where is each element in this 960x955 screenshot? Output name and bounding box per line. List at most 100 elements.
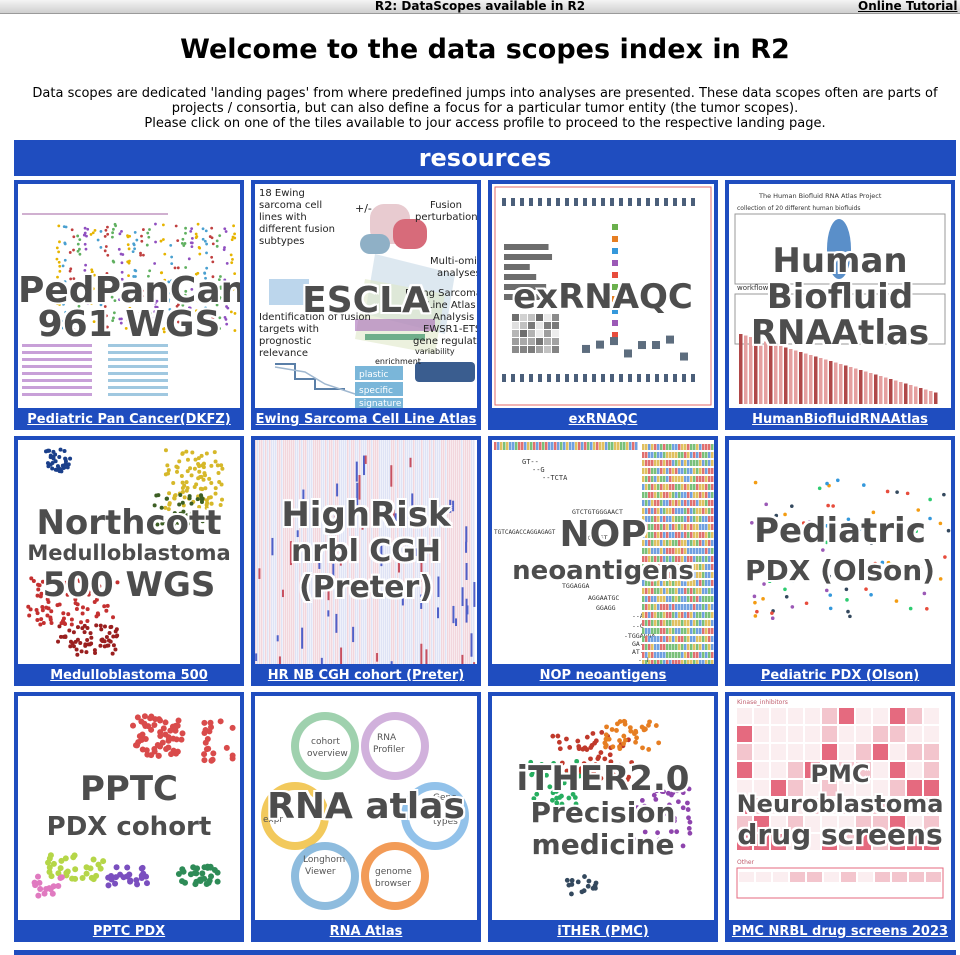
art-mark (452, 500, 455, 512)
art-mark (226, 306, 230, 310)
art-mark (822, 780, 837, 796)
tile-medulloblastoma[interactable]: Northcott Medulloblastoma 500 WGS Medull… (14, 436, 244, 686)
art-text: --TCTA (542, 474, 568, 482)
art-mark (690, 564, 693, 570)
art-mark (907, 798, 922, 814)
tile-caption-link[interactable]: PMC NRBL drug screens 2023 (731, 924, 949, 939)
art-mark (672, 508, 675, 514)
tile-thumbnail[interactable]: The Human Biofluid RNA Atlas Project col… (729, 184, 951, 408)
art-mark (72, 875, 79, 882)
tile-caption-link[interactable]: exRNAQC (568, 412, 638, 427)
art-mark (194, 865, 201, 872)
art-mark (511, 198, 515, 206)
tile-pptc-pdx[interactable]: PPTC PDX cohort PPTC PDX (14, 692, 244, 942)
art-mark (180, 868, 187, 875)
tile-thumbnail[interactable]: HighRisk nrbl CGH (Preter) (255, 440, 477, 664)
art-mark (642, 596, 645, 602)
art-mark (139, 253, 143, 257)
art-mark (195, 318, 198, 322)
art-mark (335, 613, 338, 633)
dotplot-thumbnail (22, 213, 237, 396)
tile-hr-nb-cgh[interactable]: HighRisk nrbl CGH (Preter) HR NB CGH coh… (251, 436, 481, 686)
art-mark (111, 231, 115, 235)
tile-nop-neoantigens[interactable]: GT-- --G --TCTA GTCTGTGGGAACT TGTCAGACCA… (488, 436, 718, 686)
art-mark (89, 635, 94, 640)
tile-caption-link[interactable]: RNA Atlas (329, 924, 403, 939)
art-mark (675, 644, 678, 650)
art-mark (120, 229, 123, 233)
art-mark (398, 551, 401, 573)
art-mark (642, 604, 645, 610)
tile-thumbnail[interactable]: Kinase_inhibitors Other PMC Neuroblastoma… (729, 696, 951, 920)
tile-thumbnail[interactable]: cohort overview RNA Profiler Longhorn Viewer g… (255, 696, 477, 920)
art-mark (114, 627, 119, 632)
art-mark (554, 800, 560, 806)
tile-caption-link[interactable]: iTHER (PMC) (557, 924, 649, 939)
art-mark (45, 613, 50, 618)
art-mark (542, 442, 545, 450)
art-mark (588, 756, 593, 762)
art-mark (690, 468, 693, 474)
tile-caption-link[interactable]: PPTC PDX (92, 924, 166, 939)
tile-pediatric-pdx-olson[interactable]: Pediatric PDX (Olson) Pediatric PDX (Ols… (725, 436, 955, 686)
art-mark (420, 643, 423, 664)
tile-thumbnail[interactable]: 18 Ewing sarcoma cell lines with differe… (255, 184, 477, 408)
tile-pmc-drug-screens[interactable]: Kinase_inhibitors Other PMC Neuroblastoma… (725, 692, 955, 942)
art-mark (512, 346, 519, 353)
tile-thumbnail[interactable]: GT-- --G --TCTA GTCTGTGGGAACT TGTCAGACCA… (492, 440, 714, 664)
art-mark (263, 440, 265, 664)
art-mark (663, 516, 666, 522)
tile-caption-link[interactable]: Pediatric PDX (Olson) (760, 668, 920, 683)
tile-thumbnail[interactable]: Pediatric PDX (Olson) (729, 440, 951, 664)
art-mark (862, 483, 866, 487)
art-mark (705, 636, 708, 642)
tile-thumbnail[interactable]: PPTC PDX cohort (18, 696, 240, 920)
tile-caption-link[interactable]: Medulloblastoma 500 (50, 668, 208, 683)
online-tutorial-link[interactable]: Online Tutorial (858, 0, 958, 13)
tile-thumbnail[interactable]: Northcott Medulloblastoma 500 WGS (18, 440, 240, 664)
art-mark (204, 451, 209, 456)
tile-caption-link[interactable]: HR NB CGH cohort (Preter) (267, 668, 465, 683)
art-mark (196, 293, 200, 296)
art-mark (669, 620, 672, 626)
tile-caption-link[interactable]: NOP neoantigens (539, 668, 667, 683)
art-mark (663, 644, 666, 650)
art-mark (654, 564, 657, 570)
art-mark (74, 606, 79, 611)
art-mark (323, 440, 325, 664)
art-mark (684, 588, 687, 594)
art-mark (672, 572, 675, 578)
art-mark (699, 580, 702, 586)
tile-escla[interactable]: 18 Ewing sarcoma cell lines with differe… (251, 180, 481, 430)
art-mark (705, 548, 708, 554)
tile-thumbnail[interactable]: exRNAQC (492, 184, 714, 408)
art-mark (352, 626, 355, 643)
art-mark (693, 604, 696, 610)
art-mark (554, 795, 560, 801)
tile-human-biofluid[interactable]: The Human Biofluid RNA Atlas Project col… (725, 180, 955, 430)
art-mark (693, 444, 696, 450)
tile-pedpancan[interactable]: PedPanCan 961 WGS Pediatric Pan Cancer(D… (14, 180, 244, 430)
art-mark (856, 834, 871, 850)
art-mark (178, 493, 183, 498)
art-mark (58, 240, 61, 244)
tile-caption-link[interactable]: HumanBiofluidRNAAtlas (752, 412, 928, 427)
art-mark (165, 463, 170, 468)
art-mark (660, 468, 663, 474)
tile-exrnaqc[interactable]: exRNAQC exRNAQC (488, 180, 718, 430)
art-mark (873, 744, 888, 760)
tile-thumbnail[interactable]: iTHER2.0 Precision medicine (492, 696, 714, 920)
art-mark (660, 652, 663, 658)
art-mark (255, 653, 258, 662)
art-mark (55, 464, 60, 469)
tile-rna-atlas[interactable]: cohort overview RNA Profiler Longhorn Viewer g… (251, 692, 481, 942)
art-mark (648, 564, 651, 570)
art-mark (669, 792, 674, 798)
tile-caption-link[interactable]: Pediatric Pan Cancer(DKFZ) (27, 412, 231, 427)
tile-caption-link[interactable]: Ewing Sarcoma Cell Line Atlas (255, 412, 477, 427)
art-mark (41, 620, 46, 625)
art-mark (705, 516, 708, 522)
tile-thumbnail[interactable]: PedPanCan 961 WGS (18, 184, 240, 408)
tile-ither[interactable]: iTHER2.0 Precision medicine iTHER (PMC) (488, 692, 718, 942)
art-mark (849, 367, 853, 404)
